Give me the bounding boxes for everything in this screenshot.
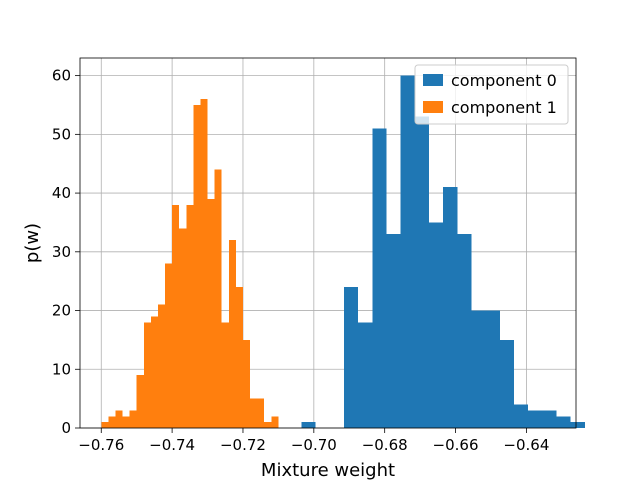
bar-component-1-bin-13 [193, 104, 201, 428]
bar-component-0-bin-12 [471, 310, 486, 428]
plot-frame [79, 57, 577, 429]
bar-component-0-bin-11 [457, 234, 472, 428]
bar-component-1-bin-20 [242, 339, 251, 428]
bar-component-0-bin-13 [485, 310, 500, 428]
bar-component-1-bin-3 [122, 416, 130, 428]
y-axis-ticks: 0 10 20 30 40 50 60 [52, 67, 80, 437]
bar-component-0-bin-17 [542, 410, 557, 428]
series-component-0-bars [301, 75, 585, 428]
y-tick-label: 50 [52, 125, 71, 143]
bar-component-1-bin-17 [221, 322, 229, 428]
y-tick-label: 20 [52, 302, 71, 320]
bar-component-1-bin-16 [214, 169, 222, 429]
bar-component-1-bin-8 [157, 304, 166, 428]
bar-component-1-bin-12 [186, 204, 194, 428]
legend-label-component-0: component 0 [451, 71, 557, 90]
bar-component-0-bin-15 [514, 404, 529, 428]
bar-component-1-bin-1 [108, 416, 116, 428]
bar-component-1-bin-23 [264, 422, 272, 428]
x-tick-label: −0.76 [78, 436, 124, 454]
legend-box [414, 64, 569, 125]
x-tick-label: −0.64 [503, 436, 549, 454]
bar-component-1-bin-18 [228, 240, 236, 428]
x-tick-label: −0.68 [362, 436, 408, 454]
y-tick-label: 40 [52, 184, 71, 202]
y-tick-label: 30 [52, 243, 71, 261]
bar-component-0-bin-0 [301, 422, 316, 428]
bar-component-1-bin-15 [207, 198, 215, 428]
y-tick-label: 0 [61, 419, 71, 437]
x-tick-label: −0.72 [220, 436, 266, 454]
bar-component-0-bin-10 [443, 187, 458, 428]
x-tick-label: −0.74 [149, 436, 195, 454]
x-axis-ticks: −0.76 −0.74 −0.72 −0.70 −0.68 −0.66 −0.64 [78, 428, 549, 454]
bar-component-1-bin-10 [172, 204, 180, 428]
x-tick-label: −0.70 [291, 436, 337, 454]
y-axis-label: p(w) [22, 223, 43, 263]
series-component-1-bars [101, 99, 279, 429]
bar-component-0-bin-14 [499, 339, 514, 428]
bar-component-0-bin-19 [570, 422, 585, 428]
bar-component-0-bin-8 [414, 116, 429, 428]
bar-component-0-bin-5 [372, 128, 387, 428]
bar-component-1-bin-2 [115, 410, 123, 428]
legend: component 0 component 1 [414, 64, 569, 125]
legend-label-component-1: component 1 [451, 98, 557, 117]
x-tick-label: −0.66 [433, 436, 479, 454]
bar-component-0-bin-7 [400, 75, 415, 428]
bar-component-1-bin-5 [136, 375, 144, 428]
bar-component-1-bin-9 [165, 263, 173, 428]
x-axis-label: Mixture weight [261, 460, 395, 480]
bar-component-0-bin-4 [358, 322, 373, 428]
bar-component-1-bin-22 [257, 398, 265, 428]
bar-component-0-bin-3 [343, 287, 359, 428]
bar-component-0-bin-6 [386, 234, 401, 428]
bar-component-1-bin-7 [150, 316, 158, 428]
bar-component-1-bin-6 [143, 322, 151, 428]
bar-component-1-bin-0 [101, 422, 109, 428]
y-tick-label: 60 [52, 67, 71, 85]
legend-swatch-component-0 [423, 74, 443, 86]
bar-component-1-bin-24 [271, 416, 279, 428]
bar-component-1-bin-11 [179, 228, 187, 428]
y-tick-label: 10 [52, 360, 71, 378]
bar-component-1-bin-21 [250, 398, 258, 428]
bar-component-0-bin-18 [556, 416, 571, 428]
bar-component-1-bin-14 [200, 99, 208, 428]
legend-swatch-component-1 [423, 101, 443, 113]
bar-component-1-bin-19 [235, 287, 243, 428]
bar-component-0-bin-9 [428, 222, 444, 428]
bar-component-0-bin-16 [528, 410, 543, 428]
bar-component-1-bin-4 [129, 410, 137, 428]
